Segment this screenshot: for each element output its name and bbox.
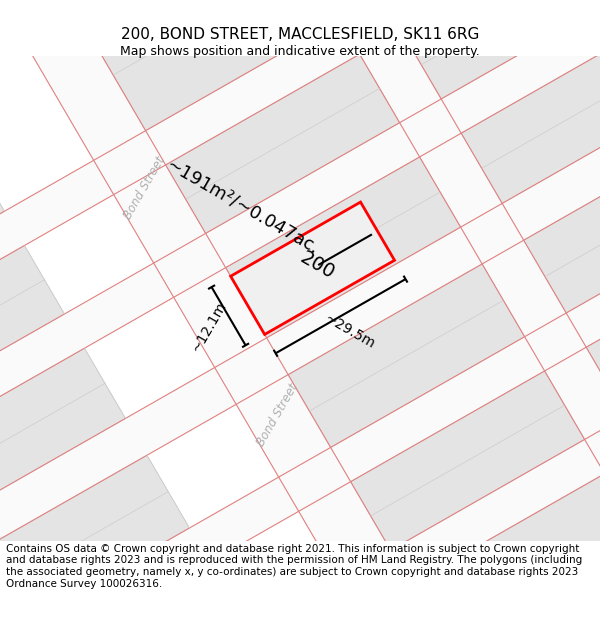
Polygon shape [0, 562, 250, 625]
Text: Map shows position and indicative extent of the property.: Map shows position and indicative extent… [120, 45, 480, 58]
Text: Bond Street: Bond Street [254, 381, 301, 449]
Polygon shape [401, 0, 600, 99]
Polygon shape [11, 272, 600, 625]
Text: Bond Street: Bond Street [121, 155, 168, 222]
Text: ~191m²/~0.047ac.: ~191m²/~0.047ac. [163, 156, 322, 258]
Polygon shape [0, 455, 190, 625]
Polygon shape [0, 0, 600, 381]
Polygon shape [0, 0, 481, 625]
Polygon shape [461, 34, 600, 203]
Polygon shape [224, 0, 600, 594]
Polygon shape [350, 371, 584, 550]
Polygon shape [410, 474, 600, 625]
Polygon shape [0, 100, 4, 347]
Polygon shape [0, 0, 600, 484]
Text: 200, BOND STREET, MACCLESFIELD, SK11 6RG: 200, BOND STREET, MACCLESFIELD, SK11 6RG [121, 27, 479, 42]
Polygon shape [0, 246, 64, 450]
Text: 200: 200 [297, 248, 338, 282]
Text: Contains OS data © Crown copyright and database right 2021. This information is : Contains OS data © Crown copyright and d… [6, 544, 582, 589]
Polygon shape [288, 264, 524, 448]
Polygon shape [0, 348, 125, 554]
Polygon shape [226, 157, 461, 338]
Polygon shape [586, 248, 600, 416]
Polygon shape [524, 141, 600, 313]
Text: ~29.5m: ~29.5m [322, 312, 377, 352]
Polygon shape [0, 60, 600, 591]
Polygon shape [80, 0, 340, 131]
Polygon shape [166, 54, 400, 233]
Polygon shape [230, 202, 395, 334]
Text: ~12.1m: ~12.1m [190, 299, 230, 355]
Polygon shape [0, 169, 600, 625]
